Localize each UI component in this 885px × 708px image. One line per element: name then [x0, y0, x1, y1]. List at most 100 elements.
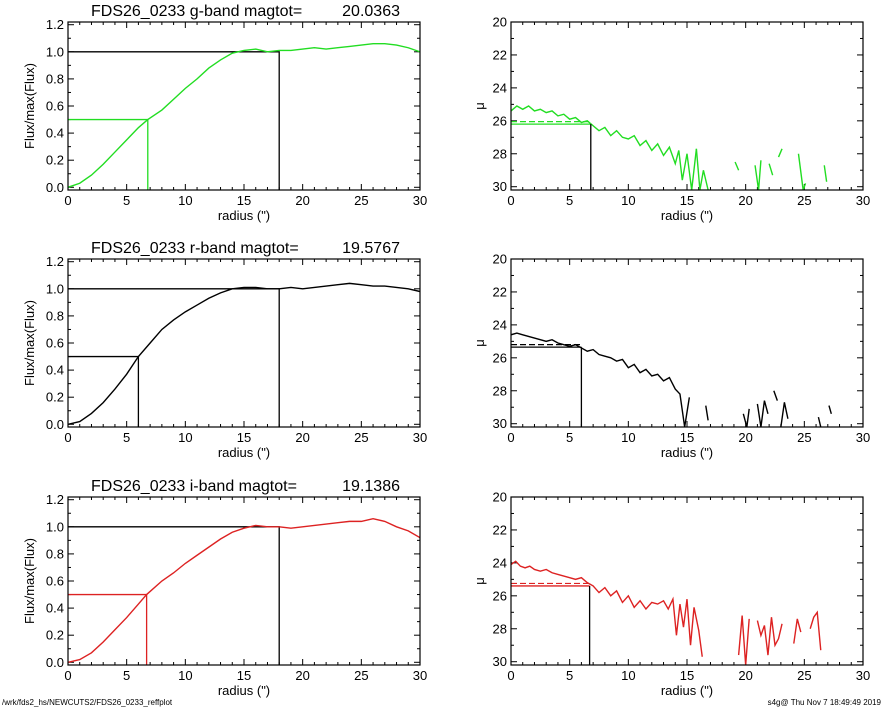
total-radius-marker [68, 51, 280, 190]
y-axis-label: μ [472, 102, 487, 110]
x-tick-label: 5 [566, 668, 573, 683]
surface-brightness-profile [511, 560, 703, 657]
y-tick-label: 0.4 [46, 601, 64, 616]
footer-timestamp: s4g@ Thu Nov 7 18:49:49 2019 [767, 698, 881, 707]
y-tick-label: 26 [493, 350, 507, 365]
surface-brightness-profile [511, 105, 698, 190]
growth-curve-line [68, 282, 420, 425]
panel-title: FDS26_0233 i-band magtot= [91, 478, 297, 495]
y-axis-label: Flux/max(Flux) [22, 63, 37, 149]
y-tick-label: 24 [493, 80, 507, 95]
plot-frame [67, 496, 421, 666]
x-tick-label: 0 [64, 430, 71, 445]
y-tick-label: 26 [493, 588, 507, 603]
x-tick-label: 20 [738, 193, 752, 208]
panel-title-value: 20.0363 [342, 3, 400, 20]
y-tick-label: 0.8 [46, 546, 64, 561]
panel-title-value: 19.1386 [342, 478, 400, 495]
plot-frame [510, 21, 864, 191]
mu-panel-r-band: 0 5 10 15 20 25 30 20 22 24 26 28 30 radius (") μ [472, 252, 870, 461]
y-tick-label: 20 [493, 252, 507, 267]
y-tick-label: 1.2 [46, 254, 64, 269]
y-tick-label: 30 [493, 416, 507, 431]
x-tick-label: 15 [680, 430, 694, 445]
x-tick-label: 5 [566, 430, 573, 445]
surface-brightness-profile [754, 160, 762, 190]
x-tick-label: 10 [621, 430, 635, 445]
y-tick-label: 30 [493, 179, 507, 194]
surface-brightness-profile [742, 408, 750, 427]
surface-brightness-profile [828, 405, 832, 415]
x-tick-label: 15 [680, 668, 694, 683]
panel-title: FDS26_0233 r-band magtot= [91, 240, 299, 257]
surface-brightness-profile [823, 165, 828, 182]
surface-brightness-profile [793, 618, 802, 644]
y-tick-label: 22 [493, 47, 507, 62]
surface-brightness-profile [705, 405, 709, 421]
x-axis-label: radius (") [661, 683, 713, 698]
x-tick-label: 10 [621, 668, 635, 683]
y-tick-label: 28 [493, 146, 507, 161]
plot-data [511, 105, 828, 190]
x-tick-label: 5 [123, 668, 130, 683]
y-axis-label: μ [472, 339, 487, 347]
plot-data [511, 560, 822, 665]
y-tick-label: 22 [493, 522, 507, 537]
plot-data [68, 42, 420, 190]
y-tick-label: 0.4 [46, 363, 64, 378]
y-tick-label: 30 [493, 654, 507, 669]
x-tick-label: 25 [797, 193, 811, 208]
plot-frame [67, 21, 421, 191]
y-tick-label: 1.2 [46, 492, 64, 507]
y-tick-label: 0.6 [46, 99, 64, 114]
y-tick-label: 0.8 [46, 71, 64, 86]
x-tick-label: 15 [237, 193, 251, 208]
x-tick-label: 25 [797, 668, 811, 683]
x-tick-label: 5 [123, 430, 130, 445]
x-tick-label: 30 [413, 430, 427, 445]
y-axis-label: μ [472, 577, 487, 585]
x-axis-label: radius (") [661, 445, 713, 460]
y-tick-label: 0.0 [46, 655, 64, 670]
x-tick-label: 25 [797, 430, 811, 445]
surface-brightness-profile [756, 400, 769, 427]
x-axis-label: radius (") [218, 683, 270, 698]
y-tick-label: 1.0 [46, 519, 64, 534]
panel-title: FDS26_0233 g-band magtot= [91, 3, 302, 20]
plot-data [511, 332, 832, 427]
y-tick-label: 0.2 [46, 153, 64, 168]
x-tick-label: 10 [178, 193, 192, 208]
x-axis-label: radius (") [661, 208, 713, 223]
growth-curve-line [68, 517, 420, 663]
y-tick-label: 26 [493, 113, 507, 128]
plot-data [68, 282, 420, 427]
x-tick-label: 30 [413, 668, 427, 683]
x-tick-label: 15 [237, 430, 251, 445]
x-tick-label: 10 [621, 193, 635, 208]
x-tick-label: 5 [566, 193, 573, 208]
y-axis-label: Flux/max(Flux) [22, 300, 37, 386]
surface-brightness-profile [797, 153, 807, 190]
y-tick-label: 0.8 [46, 308, 64, 323]
mu-panel-g-band: 0 5 10 15 20 25 30 20 22 24 26 28 30 radius (") μ [472, 15, 870, 224]
x-tick-label: 15 [237, 668, 251, 683]
half-light-radius-marker [68, 593, 148, 665]
surface-brightness-profile [695, 148, 709, 190]
x-tick-label: 20 [295, 430, 309, 445]
mu-panel-i-band: 0 5 10 15 20 25 30 20 22 24 26 28 30 radius (") μ [472, 490, 870, 699]
y-tick-label: 0.2 [46, 390, 64, 405]
y-axis-label: Flux/max(Flux) [22, 538, 37, 624]
x-tick-label: 5 [123, 193, 130, 208]
y-tick-label: 0.2 [46, 628, 64, 643]
growth-curve-line [68, 42, 420, 188]
y-tick-label: 22 [493, 284, 507, 299]
surface-brightness-profile [737, 615, 750, 665]
x-tick-label: 20 [738, 668, 752, 683]
y-tick-label: 20 [493, 15, 507, 30]
x-tick-label: 25 [354, 193, 368, 208]
plot-data [68, 517, 420, 665]
surface-brightness-profile [768, 163, 774, 176]
x-tick-label: 10 [178, 668, 192, 683]
flux-panel-i-band: 0 5 10 15 20 25 30 0.0 0.2 0.4 0.6 0.8 1.0 1.2 radius … [22, 478, 427, 698]
